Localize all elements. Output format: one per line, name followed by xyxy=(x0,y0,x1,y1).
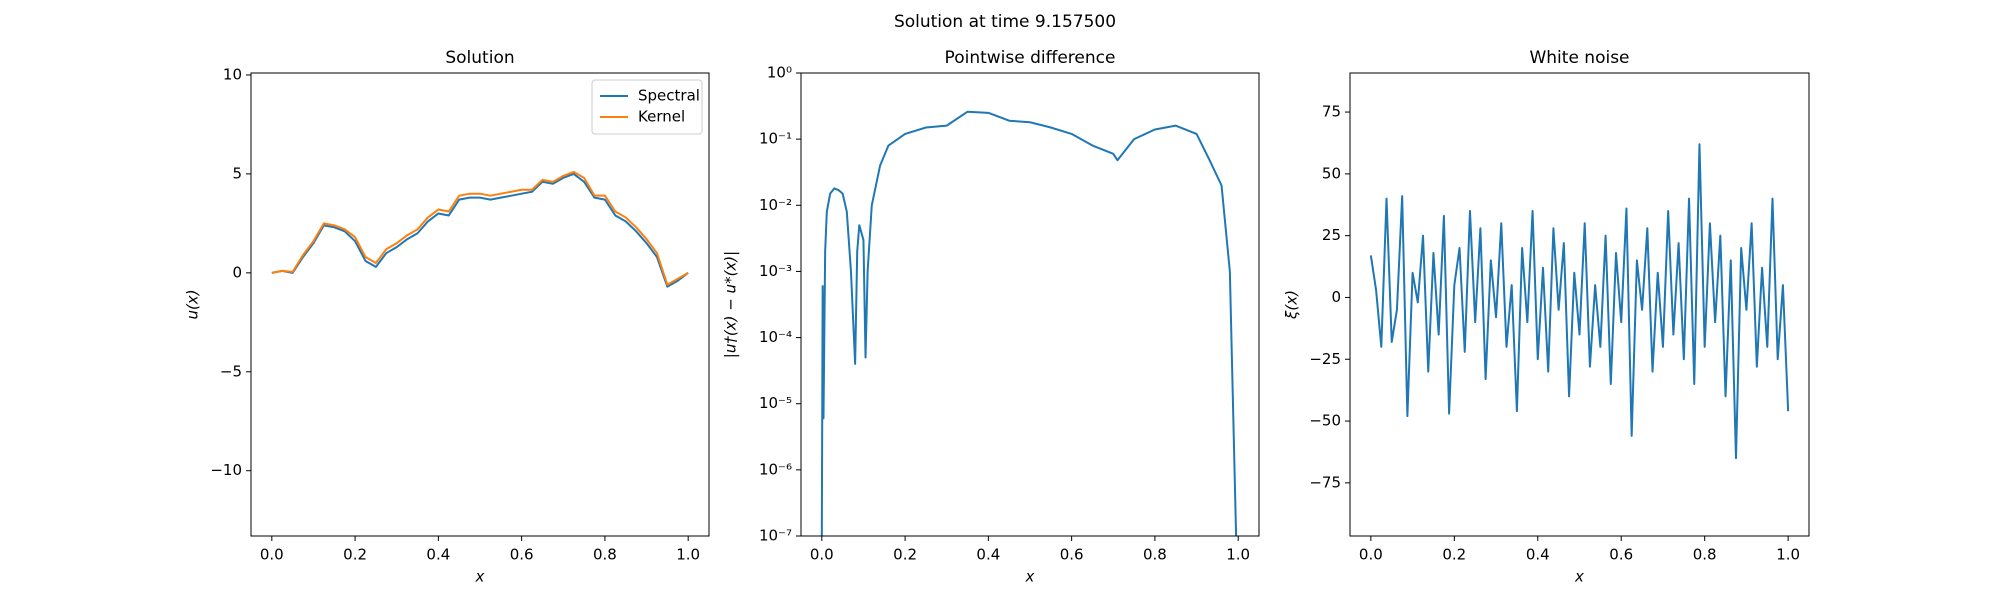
subplot: Solution 0.0 0.2 0.4 0.6 0.8 1.0 −10 −5 0 5 10 x u(x)… xyxy=(184,48,710,586)
x-tick-label: 0.8 xyxy=(593,546,617,564)
y-tick-label: −10 xyxy=(210,461,242,479)
subplot: Pointwise difference 0.0 0.2 0.4 0.6 0.8 1.0 10… xyxy=(722,48,1260,586)
y-tick-label: 10⁻¹ xyxy=(759,130,792,148)
x-axis-label: x xyxy=(1574,568,1584,586)
x-tick-label: 1.0 xyxy=(1776,546,1800,564)
y-tick-label: 0 xyxy=(232,263,242,281)
y-tick-label: 10⁰ xyxy=(767,64,792,82)
y-tick-label: 10⁻⁵ xyxy=(759,394,792,412)
x-tick-label: 0.6 xyxy=(1060,546,1084,564)
y-tick-label: 10⁻⁷ xyxy=(759,527,792,545)
x-tick-label: 0.4 xyxy=(1526,546,1550,564)
legend-label: Kernel xyxy=(638,108,685,126)
y-tick-label: 75 xyxy=(1322,103,1341,121)
y-tick-label: 10 xyxy=(223,65,242,83)
x-tick-label: 0.2 xyxy=(343,546,367,564)
y-tick-label: 10⁻³ xyxy=(759,262,792,280)
y-tick-label: 5 xyxy=(232,164,242,182)
y-tick-label: −75 xyxy=(1309,473,1341,491)
x-tick-label: 0.0 xyxy=(810,546,834,564)
y-axis-label: u(x) xyxy=(184,289,202,319)
x-tick-label: 1.0 xyxy=(1226,546,1250,564)
legend-label: Spectral xyxy=(638,87,700,105)
x-axis-label: x xyxy=(1025,568,1035,586)
x-tick-label: 0.0 xyxy=(260,546,284,564)
legend: Spectral Kernel xyxy=(591,79,703,135)
x-tick-label: 0.8 xyxy=(1143,546,1167,564)
y-tick-label: 25 xyxy=(1322,226,1341,244)
subplot: White noise 0.0 0.2 0.4 0.6 0.8 1.0 −75 −50 −25 0 2… xyxy=(1283,48,1810,586)
subplot-title: Solution xyxy=(445,48,514,68)
x-tick-label: 0.6 xyxy=(510,546,534,564)
y-axis-label: ξ(x) xyxy=(1283,290,1301,320)
x-tick-label: 0.4 xyxy=(426,546,450,564)
y-tick-label: −50 xyxy=(1309,412,1341,430)
plot-frame xyxy=(250,72,710,537)
data-line xyxy=(271,170,689,286)
data-line xyxy=(820,110,1238,536)
y-tick-label: 10⁻⁴ xyxy=(759,328,792,346)
x-tick-label: 0.8 xyxy=(1693,546,1717,564)
y-tick-label: −25 xyxy=(1309,350,1341,368)
x-tick-label: 0.6 xyxy=(1609,546,1633,564)
legend-box xyxy=(591,79,703,135)
y-tick-label: −5 xyxy=(220,362,242,380)
subplot-title: Pointwise difference xyxy=(945,48,1116,68)
x-axis-label: x xyxy=(475,568,485,586)
x-tick-label: 0.2 xyxy=(1442,546,1466,564)
data-line xyxy=(271,172,689,288)
plot-frame xyxy=(1349,72,1810,537)
y-tick-label: 10⁻² xyxy=(759,196,792,214)
y-tick-label: 50 xyxy=(1322,164,1341,182)
x-tick-label: 0.0 xyxy=(1359,546,1383,564)
x-tick-label: 0.4 xyxy=(976,546,1000,564)
x-tick-label: 0.2 xyxy=(893,546,917,564)
data-line xyxy=(1369,143,1790,460)
subplot-title: White noise xyxy=(1529,48,1629,68)
plot-frame xyxy=(800,72,1260,537)
figure-title: Solution at time 9.157500 xyxy=(894,12,1116,32)
y-axis-label: |u†(x) − u*(x)| xyxy=(722,251,740,358)
y-tick-label: 0 xyxy=(1331,288,1341,306)
y-tick-label: 10⁻⁶ xyxy=(759,460,792,478)
x-tick-label: 1.0 xyxy=(676,546,700,564)
